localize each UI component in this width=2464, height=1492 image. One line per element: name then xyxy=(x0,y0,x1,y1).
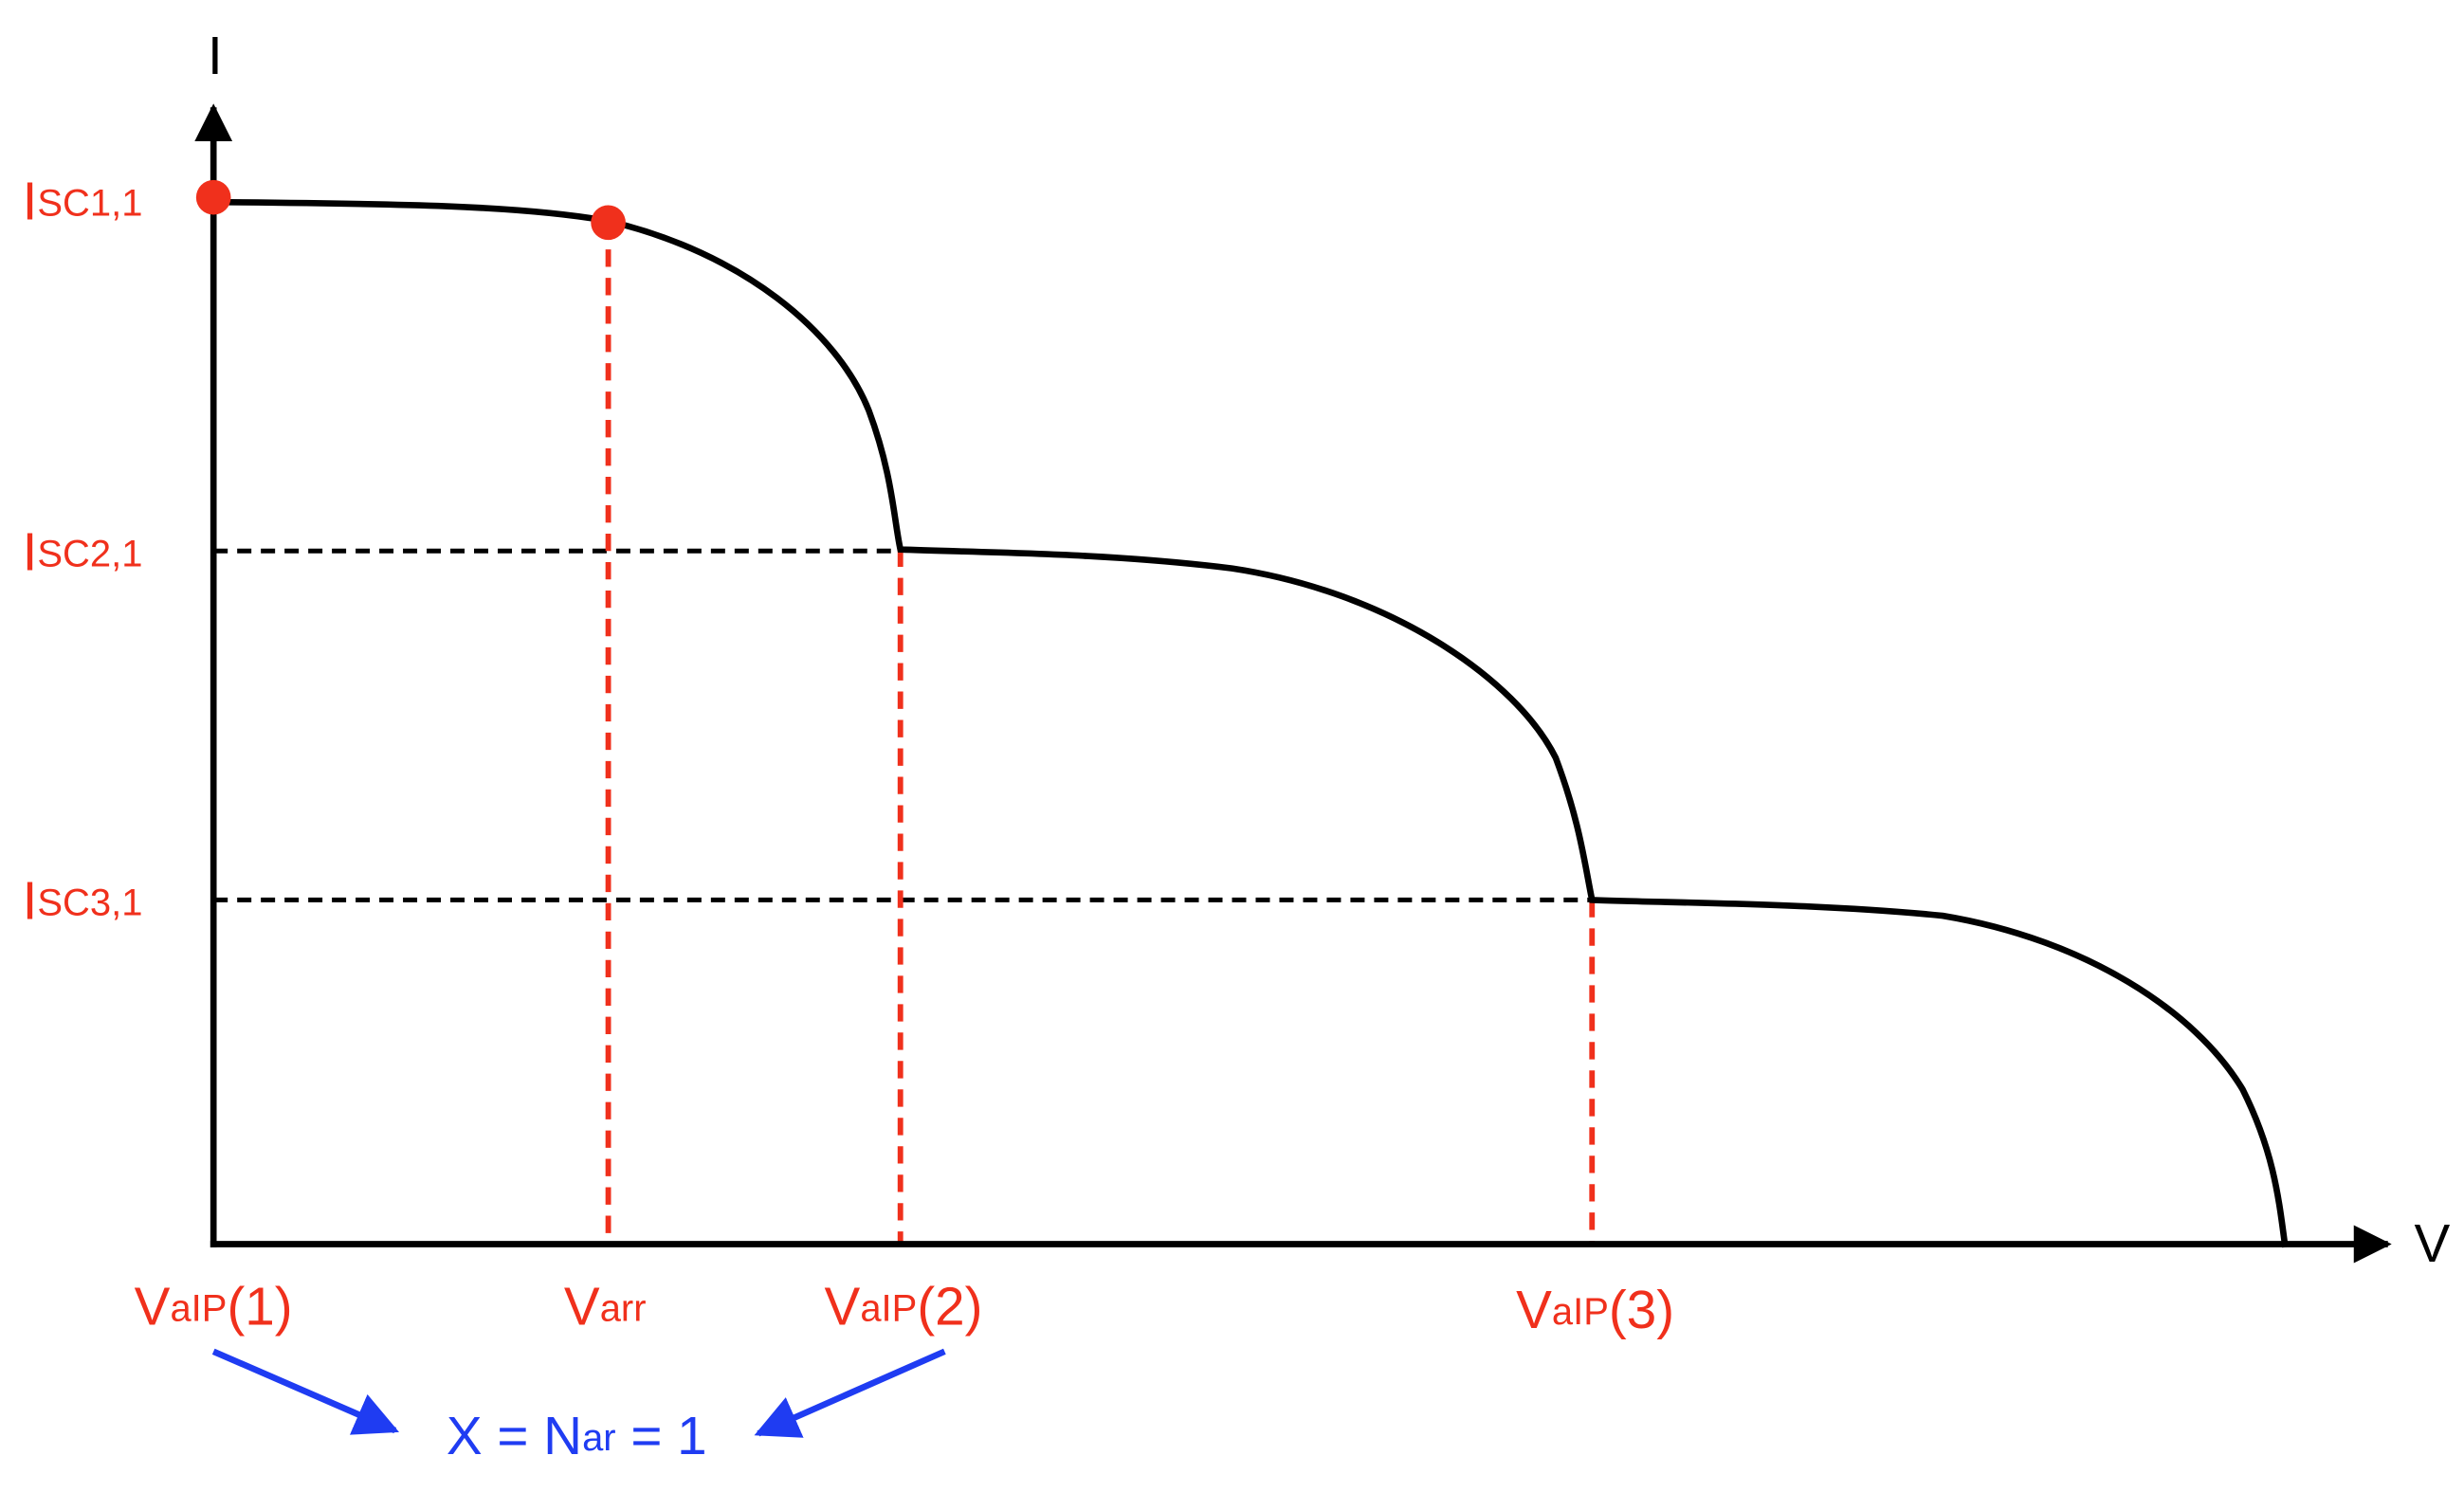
label-part: = 1 xyxy=(616,1407,707,1466)
label-part: SC3,1 xyxy=(37,882,142,923)
label-part: aIP xyxy=(1552,1290,1609,1332)
arrow xyxy=(211,1348,400,1435)
point xyxy=(195,179,231,215)
annotation: X = Nar = 1 xyxy=(447,1407,707,1466)
label-part: ar xyxy=(582,1417,616,1459)
label-part: aIP xyxy=(170,1287,227,1329)
label-part: (1) xyxy=(227,1277,292,1337)
x-label: VaIP(3) xyxy=(1516,1281,1674,1340)
label-part: I xyxy=(23,871,38,931)
x-label: Varr xyxy=(564,1277,647,1337)
label-part: V xyxy=(825,1277,861,1337)
label-part: (3) xyxy=(1609,1281,1674,1340)
iv-curve xyxy=(213,198,2289,1248)
y-label: ISC2,1 xyxy=(23,522,143,582)
x-label: VaIP(1) xyxy=(135,1277,293,1337)
label-part: I xyxy=(23,522,38,582)
label-part: V xyxy=(564,1277,600,1337)
y-label: ISC1,1 xyxy=(23,172,143,231)
label-part: SC1,1 xyxy=(37,182,142,224)
label-part: I xyxy=(23,172,38,231)
x-axis-label: V xyxy=(2414,1214,2450,1274)
y-label: ISC3,1 xyxy=(23,871,143,931)
label-part: arr xyxy=(600,1287,647,1329)
arrow xyxy=(754,1348,946,1438)
label-part: SC2,1 xyxy=(37,533,142,574)
red-guides xyxy=(210,202,1596,1245)
y-labels: ISC1,1 ISC2,1 ISC3,1 xyxy=(23,172,143,931)
label-part: X = N xyxy=(447,1407,582,1466)
x-labels: VaIP(1) Varr VaIP(2) VaIP(3) xyxy=(135,1277,1674,1339)
label-part: (2) xyxy=(917,1277,982,1337)
point xyxy=(591,205,626,241)
label-part: V xyxy=(1516,1281,1552,1340)
y-axis-label: I xyxy=(208,27,223,86)
label-part: aIP xyxy=(860,1287,917,1329)
label-part: V xyxy=(135,1277,171,1337)
x-label: VaIP(2) xyxy=(825,1277,983,1337)
